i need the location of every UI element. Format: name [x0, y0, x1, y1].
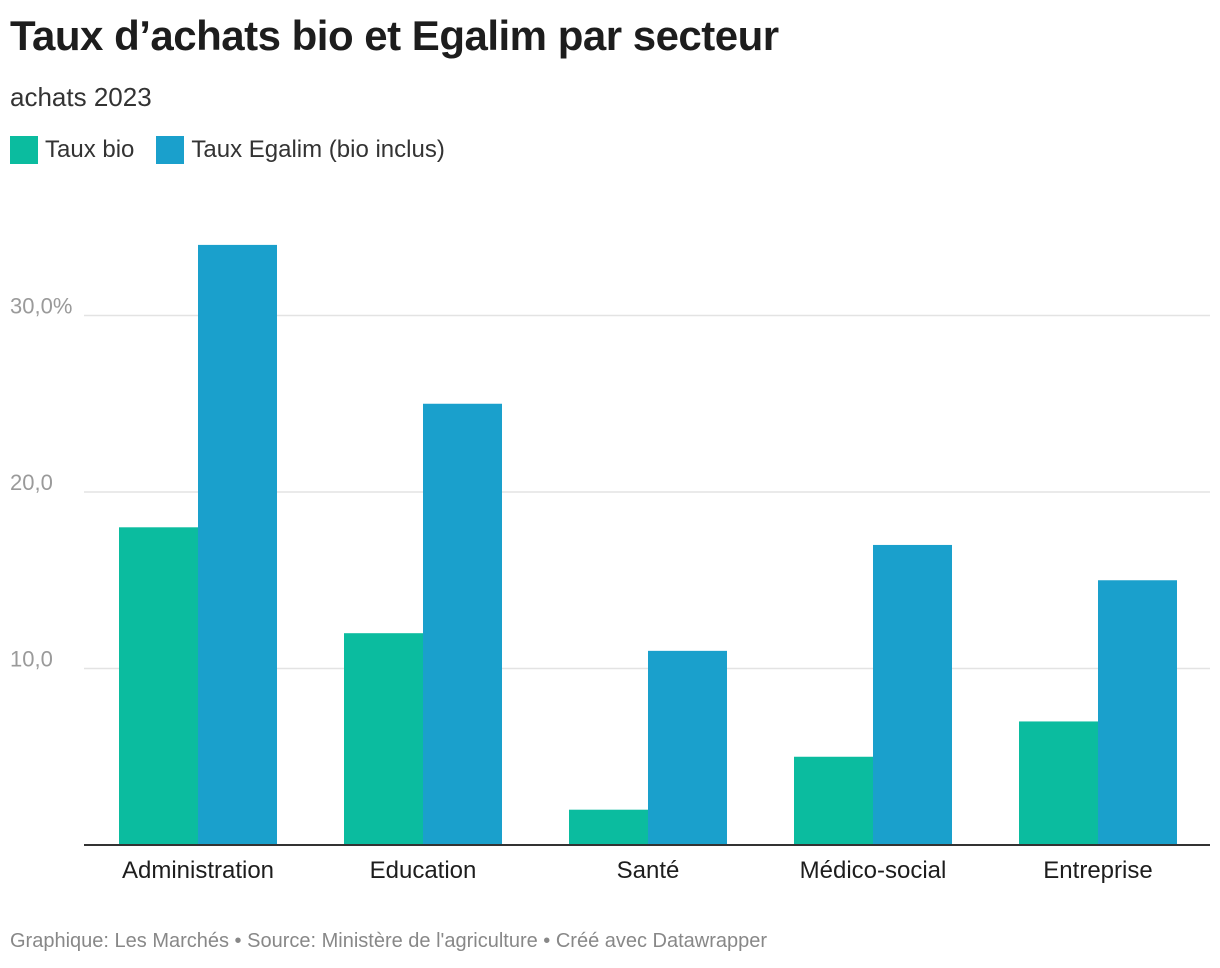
legend-item-egalim: Taux Egalim (bio inclus): [156, 136, 445, 164]
chart-footer: Graphique: Les Marchés • Source: Ministè…: [10, 930, 768, 952]
legend-item-bio: Taux bio: [10, 136, 134, 164]
bar-taux-bio: [794, 756, 873, 845]
chart-title: Taux d’achats bio et Egalim par secteur: [10, 12, 779, 59]
legend-label-bio: Taux bio: [45, 136, 135, 163]
bar-taux-egalim: [198, 244, 277, 845]
bar-taux-bio: [569, 809, 648, 845]
bar-taux-egalim: [873, 544, 952, 845]
legend-swatch-bio: [10, 136, 38, 164]
legend-swatch-egalim: [156, 136, 185, 164]
bar-taux-bio: [119, 527, 198, 845]
legend-label-egalim: Taux Egalim (bio inclus): [191, 136, 445, 163]
x-tick-label: Administration: [122, 857, 274, 884]
bar-taux-egalim: [1098, 580, 1177, 845]
bar-taux-bio: [1019, 721, 1098, 845]
x-tick-label: Education: [370, 857, 477, 884]
y-tick-label: 30,0%: [10, 294, 72, 319]
y-tick-label: 10,0: [10, 647, 53, 672]
chart-subtitle: achats 2023: [10, 82, 152, 112]
x-tick-label: Médico-social: [800, 857, 947, 884]
bar-taux-egalim: [648, 650, 727, 845]
bar-taux-egalim: [423, 403, 502, 845]
x-tick-label: Santé: [617, 857, 680, 884]
bar-taux-bio: [344, 633, 423, 845]
y-tick-label: 20,0: [10, 470, 53, 495]
x-tick-label: Entreprise: [1043, 857, 1152, 884]
chart-legend: Taux bio Taux Egalim (bio inclus): [10, 136, 445, 164]
